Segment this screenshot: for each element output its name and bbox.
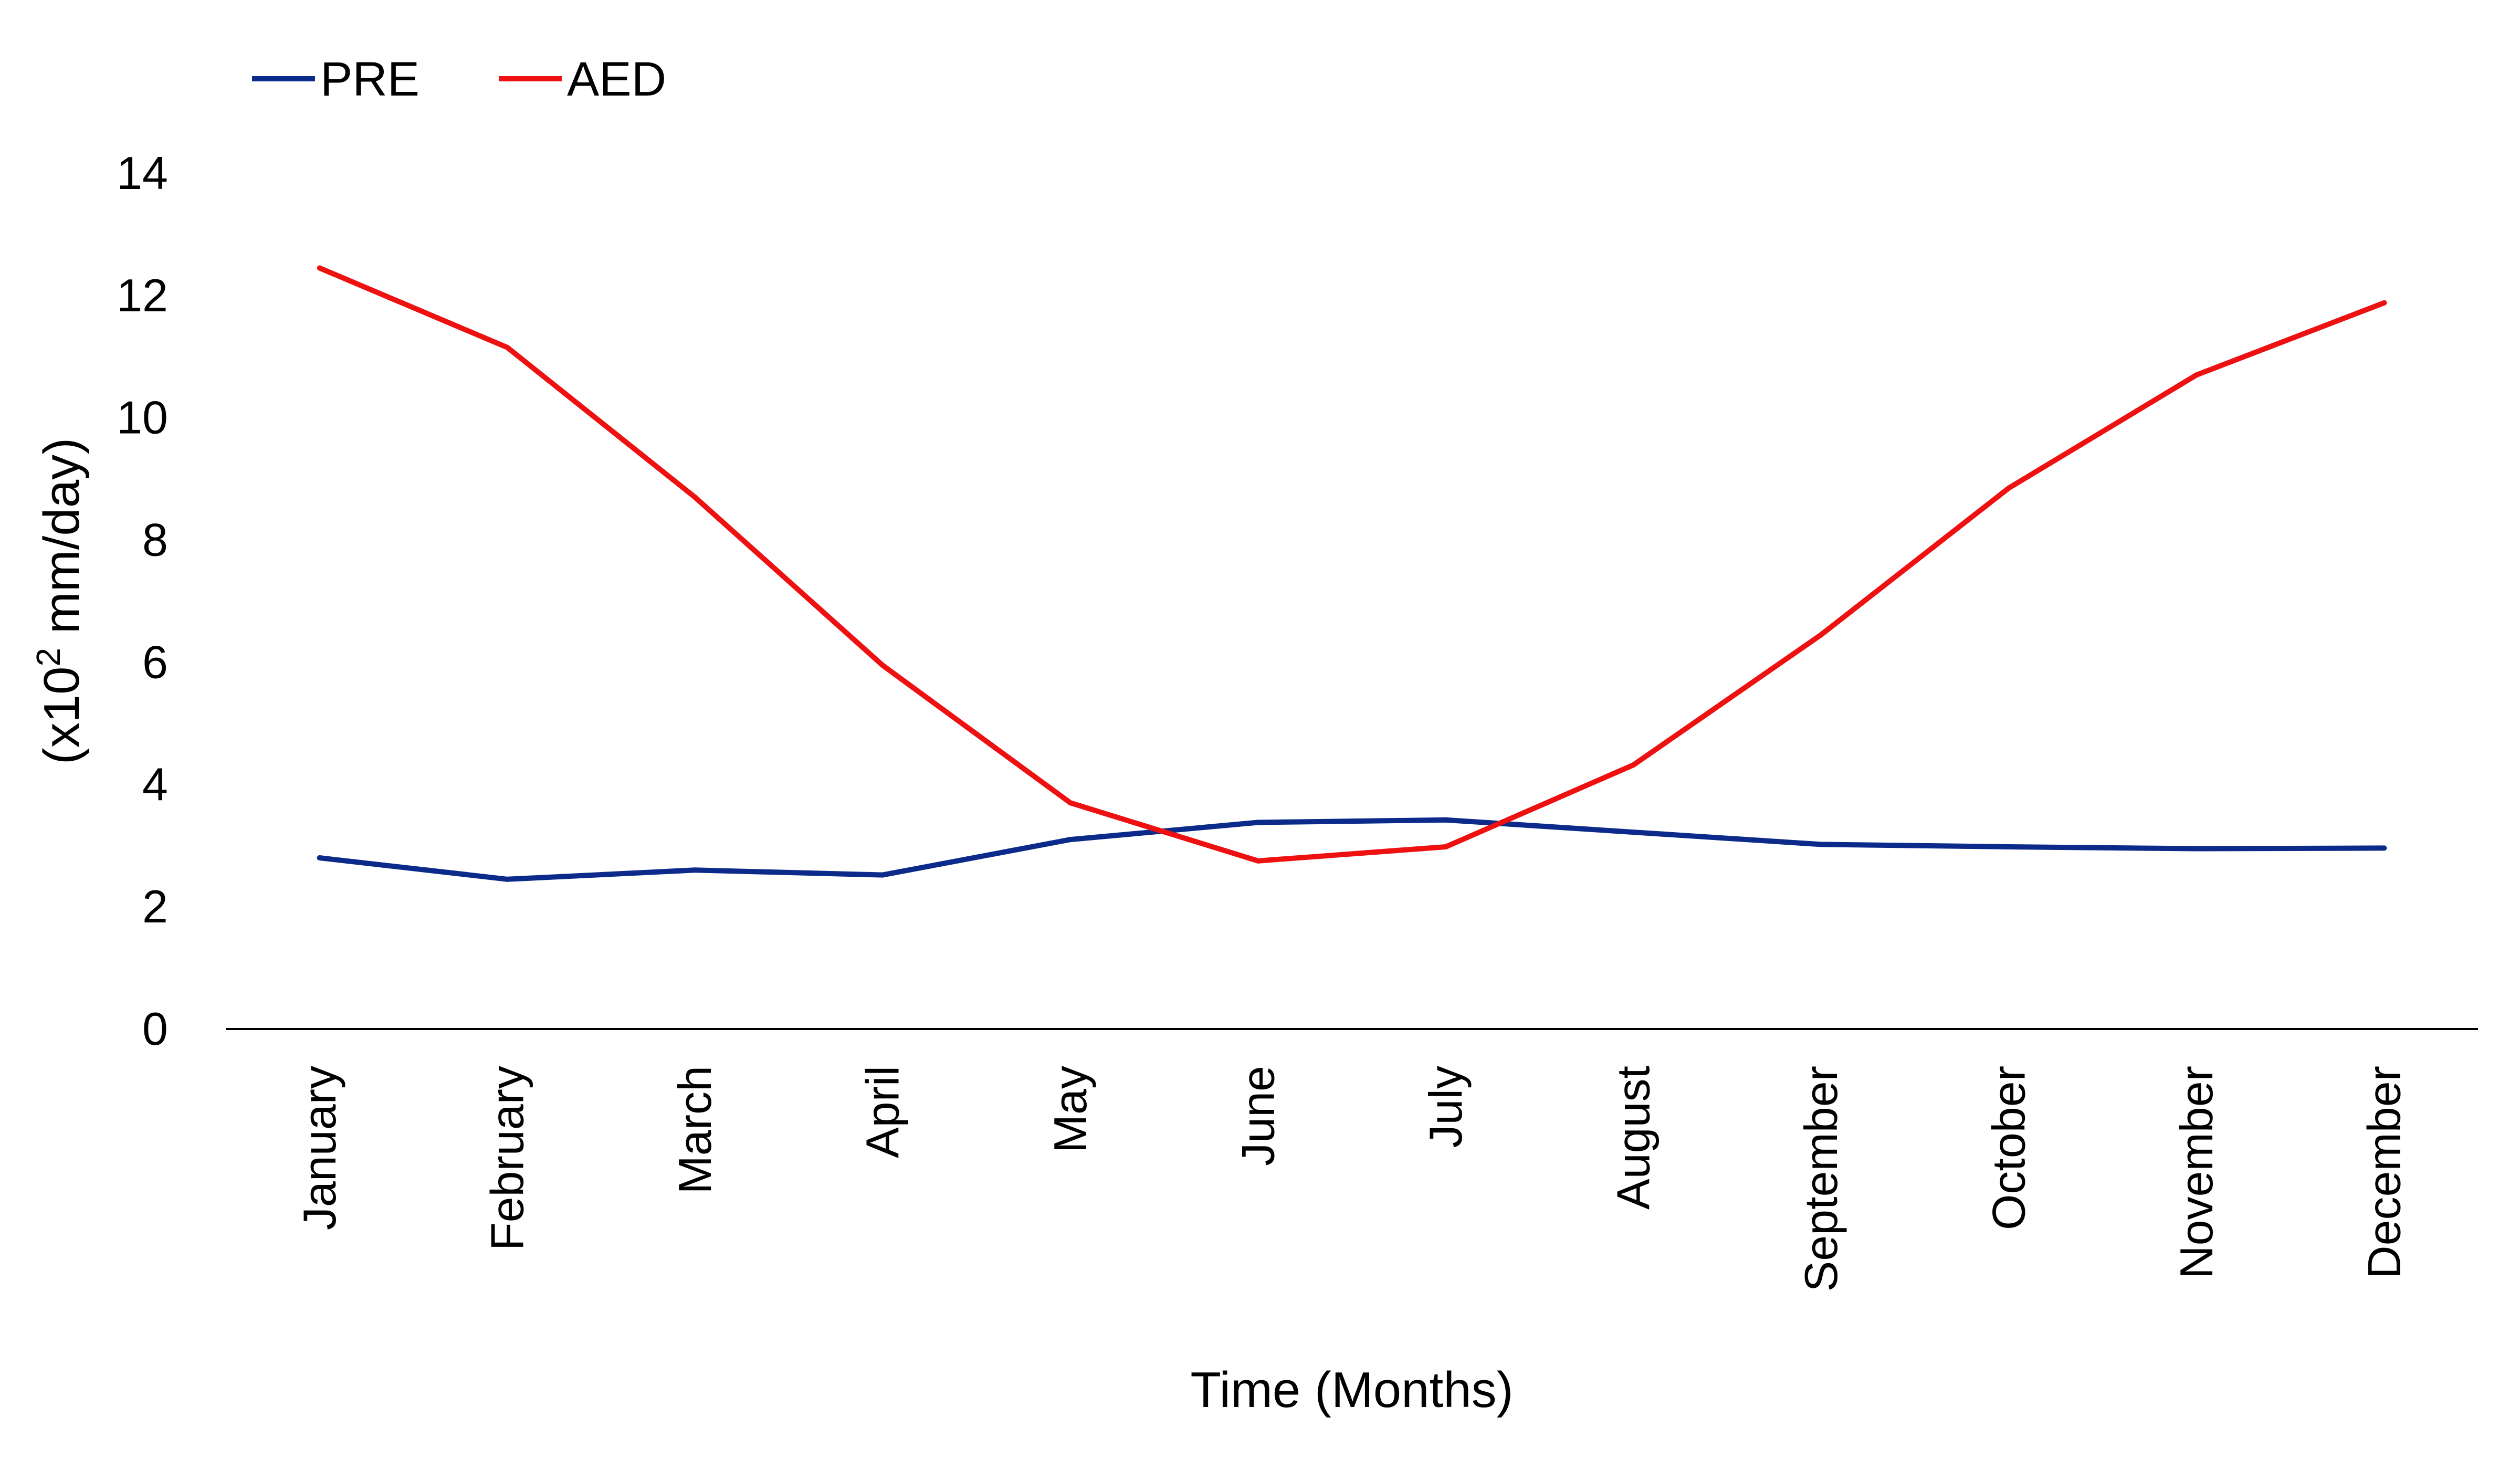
data-point-pre bbox=[1255, 820, 1261, 825]
y-axis-title-prefix: (x10 bbox=[34, 666, 90, 764]
data-point-aed bbox=[880, 663, 886, 668]
data-point-aed bbox=[1443, 844, 1448, 850]
data-point-aed bbox=[2381, 300, 2387, 306]
data-point-aed bbox=[1631, 762, 1636, 768]
data-point-pre bbox=[505, 876, 510, 882]
data-point-pre bbox=[1818, 842, 1824, 847]
data-point-pre bbox=[692, 867, 698, 873]
x-axis-ticks: January February March April May June July Augu… bbox=[293, 1066, 2410, 1292]
data-point-aed bbox=[1818, 632, 1824, 638]
data-point-pre bbox=[1443, 817, 1448, 823]
y-tick-label: 6 bbox=[142, 636, 168, 688]
x-tick-label: August bbox=[1607, 1066, 1659, 1210]
x-tick-label: September bbox=[1795, 1066, 1847, 1292]
data-point-aed bbox=[692, 495, 698, 500]
data-point-pre bbox=[2006, 844, 2012, 850]
x-axis-title: Time (Months) bbox=[1190, 1362, 1513, 1418]
data-point-aed bbox=[2006, 485, 2012, 491]
series-line-pre bbox=[317, 817, 2387, 882]
y-tick-label: 2 bbox=[142, 880, 168, 932]
x-tick-label: May bbox=[1044, 1066, 1096, 1153]
y-tick-label: 10 bbox=[117, 392, 168, 444]
x-tick-label: March bbox=[669, 1066, 721, 1194]
y-tick-label: 4 bbox=[142, 758, 168, 810]
data-point-aed bbox=[1255, 858, 1261, 864]
x-tick-label: April bbox=[856, 1066, 908, 1158]
y-tick-label: 8 bbox=[142, 514, 168, 566]
series-line-aed bbox=[317, 265, 2387, 864]
x-tick-label: June bbox=[1232, 1066, 1284, 1166]
y-axis-title: (x102 mm/day) bbox=[29, 438, 90, 764]
legend: PRE AED bbox=[252, 52, 666, 106]
data-point-aed bbox=[317, 265, 322, 271]
y-axis-title-superscript: 2 bbox=[29, 648, 67, 667]
legend-label-aed: AED bbox=[567, 52, 666, 106]
x-tick-label: July bbox=[1420, 1066, 1472, 1148]
x-tick-label: October bbox=[1982, 1066, 2034, 1230]
data-point-pre bbox=[2381, 845, 2387, 851]
data-point-aed bbox=[2193, 372, 2199, 378]
data-point-pre bbox=[880, 872, 886, 878]
x-tick-label: January bbox=[293, 1066, 345, 1230]
legend-label-pre: PRE bbox=[320, 52, 419, 106]
data-point-pre bbox=[1067, 837, 1073, 843]
y-tick-label: 0 bbox=[142, 1003, 168, 1055]
data-point-pre bbox=[1631, 830, 1636, 835]
series-layer bbox=[317, 265, 2387, 882]
y-tick-label: 14 bbox=[117, 147, 168, 199]
x-tick-label: February bbox=[481, 1066, 533, 1251]
data-point-aed bbox=[1067, 800, 1073, 806]
y-axis-ticks: 0 2 4 6 8 10 12 14 bbox=[117, 147, 168, 1055]
data-point-pre bbox=[2193, 846, 2199, 852]
y-tick-label: 12 bbox=[117, 269, 168, 321]
data-point-aed bbox=[505, 344, 510, 350]
y-axis-title-suffix: mm/day) bbox=[34, 438, 90, 648]
x-tick-label: December bbox=[2358, 1066, 2410, 1279]
x-tick-label: November bbox=[2170, 1066, 2222, 1279]
data-point-pre bbox=[317, 855, 322, 860]
